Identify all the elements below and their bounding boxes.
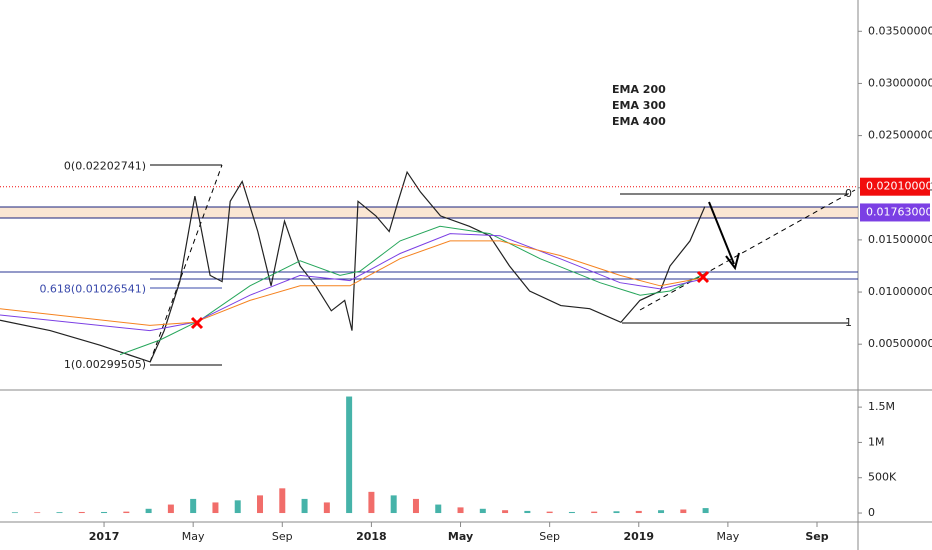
volume-bar [457, 507, 464, 514]
volume-bar [680, 509, 687, 514]
x-tick-label: Sep [805, 530, 828, 543]
y-tick-label: 500K [868, 471, 897, 484]
volume-bar [568, 511, 575, 514]
y-tick-label: 0.02500000 [868, 129, 932, 142]
volume-bar [323, 502, 330, 514]
volume-bar [658, 510, 665, 514]
y-tick-label: 0.01000000 [868, 285, 932, 298]
volume-bar [390, 495, 397, 514]
volume-bar [123, 511, 130, 514]
volume-bar [546, 511, 553, 514]
volume-bar [279, 488, 286, 514]
arrow-head [725, 252, 740, 271]
price-label: 0.02010000 [866, 180, 932, 193]
y-tick-label: 0.03500000 [868, 24, 932, 37]
volume-bar [435, 504, 442, 514]
x-tick-label: May [717, 530, 740, 543]
volume-bar [167, 504, 174, 514]
volume-bar [368, 491, 375, 514]
volume-bar [257, 495, 264, 514]
y-tick-label: 0.01500000 [868, 233, 932, 246]
y-tick-label: 1.5M [868, 400, 895, 413]
volume-bar [635, 510, 642, 514]
x-tick-label: 2019 [623, 530, 654, 543]
price-label: 0.01763000 [866, 205, 932, 218]
volume-bar [234, 500, 241, 514]
trend-line [149, 164, 223, 363]
volume-bar [301, 498, 308, 514]
fib-label: 0(0.02202741) [64, 160, 146, 173]
volume-bar [11, 512, 18, 514]
volume-bar [702, 508, 709, 514]
fib-label: 0.618(0.01026541) [39, 282, 146, 295]
volume-bar [591, 511, 598, 514]
legend-entry: EMA 200 [612, 83, 666, 96]
volume-bar [34, 512, 41, 514]
price-label-box [860, 177, 930, 196]
zone [0, 207, 858, 218]
cross-marker [190, 316, 204, 330]
y-tick-label: 0 [868, 506, 875, 519]
volume-bar [412, 498, 419, 514]
arrow [708, 201, 735, 265]
legend-entry: EMA 300 [612, 99, 666, 112]
volume-bar [346, 396, 353, 514]
legend-entry: EMA 400 [612, 115, 666, 128]
volume-bar [190, 498, 197, 514]
price-line [0, 170, 706, 363]
volume-bar [212, 502, 219, 514]
fib-annotation: 1 [845, 316, 852, 329]
volume-bar [78, 511, 85, 514]
x-tick-label: 2017 [89, 530, 120, 543]
ema-line [119, 225, 706, 356]
volume-bar [613, 511, 620, 514]
y-tick-label: 0.03000000 [868, 76, 932, 89]
x-tick-label: Sep [272, 530, 293, 543]
volume-bar [524, 510, 531, 514]
volume-bar [56, 512, 63, 514]
cross-marker [696, 270, 710, 284]
x-tick-label: May [448, 530, 473, 543]
volume-bar [145, 508, 152, 514]
fib-annotation: 0 [845, 187, 852, 200]
volume-bar [479, 508, 486, 514]
volume-bar [101, 511, 108, 514]
price-label-box [860, 203, 930, 222]
volume-bar [502, 510, 509, 514]
y-tick-label: 0.00500000 [868, 337, 932, 350]
fib-label: 1(0.00299505) [64, 358, 146, 371]
x-tick-label: Sep [539, 530, 560, 543]
y-tick-label: 1M [868, 435, 885, 448]
x-tick-label: 2018 [356, 530, 387, 543]
x-tick-label: May [182, 530, 205, 543]
